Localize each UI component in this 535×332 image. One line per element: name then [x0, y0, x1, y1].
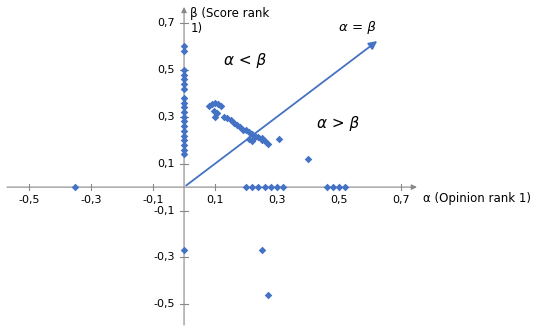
Point — [180, 86, 188, 91]
Point — [180, 110, 188, 115]
Point — [180, 119, 188, 124]
Point — [257, 135, 266, 140]
Point — [323, 185, 331, 190]
Point — [251, 134, 259, 139]
Point — [341, 185, 349, 190]
Text: α < β: α < β — [224, 53, 266, 68]
Point — [180, 124, 188, 129]
Point — [180, 128, 188, 133]
Point — [235, 124, 244, 130]
Point — [230, 120, 238, 125]
Text: -0,3: -0,3 — [153, 252, 175, 263]
Point — [274, 136, 283, 142]
Text: -0,5: -0,5 — [18, 195, 40, 205]
Text: 0,5: 0,5 — [330, 195, 348, 205]
Point — [264, 141, 272, 146]
Text: 0,3: 0,3 — [269, 195, 286, 205]
Point — [254, 185, 263, 190]
Point — [257, 248, 266, 253]
Point — [239, 127, 247, 132]
Point — [212, 111, 221, 116]
Text: 0,1: 0,1 — [207, 195, 224, 205]
Point — [209, 108, 218, 114]
Point — [335, 185, 343, 190]
Point — [261, 139, 269, 144]
Point — [180, 77, 188, 82]
Point — [233, 122, 241, 127]
Point — [220, 114, 228, 120]
Point — [211, 100, 219, 105]
Text: 0,7: 0,7 — [392, 195, 410, 205]
Point — [180, 133, 188, 138]
Point — [211, 114, 219, 120]
Point — [180, 142, 188, 147]
Point — [266, 185, 275, 190]
Text: α > β: α > β — [317, 116, 360, 131]
Point — [71, 185, 80, 190]
Text: β (Score rank
1): β (Score rank 1) — [190, 7, 270, 35]
Point — [328, 185, 337, 190]
Text: -0,5: -0,5 — [153, 299, 175, 309]
Text: -0,1: -0,1 — [142, 195, 164, 205]
Point — [251, 133, 259, 138]
Point — [204, 104, 213, 109]
Point — [180, 105, 188, 110]
Point — [180, 81, 188, 87]
Point — [248, 132, 257, 137]
Text: -0,3: -0,3 — [80, 195, 102, 205]
Point — [180, 147, 188, 152]
Point — [180, 95, 188, 101]
Point — [245, 136, 254, 142]
Point — [248, 185, 257, 190]
Point — [279, 185, 287, 190]
Point — [180, 248, 188, 253]
Point — [180, 48, 188, 54]
Point — [245, 129, 254, 135]
Point — [217, 104, 226, 109]
Point — [214, 101, 223, 107]
Point — [242, 127, 250, 132]
Point — [180, 100, 188, 105]
Point — [180, 67, 188, 72]
Text: 0,7: 0,7 — [157, 18, 175, 28]
Point — [304, 156, 312, 162]
Point — [180, 137, 188, 143]
Point — [273, 185, 281, 190]
Point — [180, 44, 188, 49]
Text: -0,1: -0,1 — [153, 206, 175, 215]
Text: 0,1: 0,1 — [157, 159, 175, 169]
Text: 0,5: 0,5 — [157, 65, 175, 75]
Point — [226, 118, 235, 123]
Point — [180, 152, 188, 157]
Text: α (Opinion rank 1): α (Opinion rank 1) — [423, 192, 531, 205]
Point — [223, 115, 232, 121]
Text: α = β: α = β — [339, 21, 376, 34]
Point — [264, 292, 272, 298]
Point — [242, 185, 250, 190]
Point — [180, 72, 188, 77]
Point — [261, 185, 269, 190]
Point — [208, 101, 216, 107]
Text: 0,3: 0,3 — [157, 112, 175, 122]
Point — [180, 114, 188, 120]
Point — [257, 137, 266, 143]
Point — [248, 139, 257, 144]
Point — [254, 134, 263, 139]
